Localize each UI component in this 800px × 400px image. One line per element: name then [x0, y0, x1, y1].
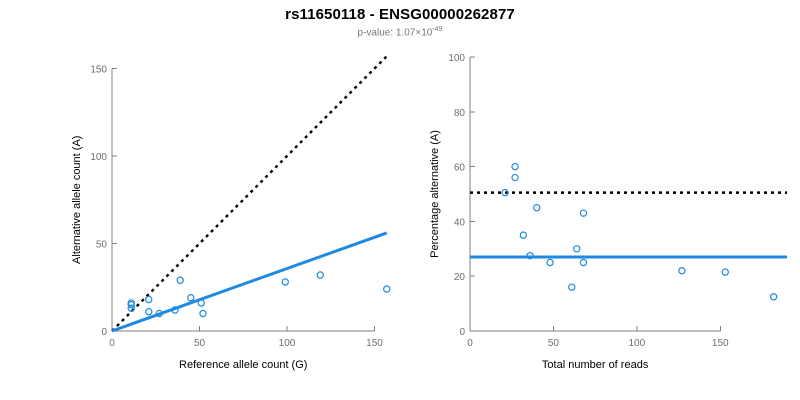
data-point: [526, 251, 534, 260]
x-axis-title: Total number of reads: [542, 359, 649, 371]
data-point: [171, 306, 179, 314]
data-point: [579, 209, 588, 217]
x-tick-label: 100: [628, 338, 645, 349]
data-point: [145, 308, 153, 316]
x-tick-label: 150: [712, 338, 729, 349]
x-tick-label: 50: [194, 338, 206, 349]
y-tick-label: 60: [454, 163, 466, 174]
x-tick-label: 150: [366, 338, 383, 349]
data-point: [176, 276, 184, 284]
data-point: [199, 309, 207, 318]
y-tick-label: 100: [448, 53, 465, 64]
x-tick-label: 0: [467, 338, 473, 349]
data-point: [127, 301, 135, 309]
y-tick-label: 0: [459, 327, 465, 338]
figure-title: rs11650118 - ENSG00000262877: [285, 6, 515, 23]
scatter-panel-left: 0 50 100 150 0 50 100 150 Reference allele count…: [0, 45, 400, 395]
data-point: [511, 173, 519, 182]
right-plot-svg: 0 20 40 60 80 100 0 50 100 150 Total number of rea…: [429, 53, 787, 371]
data-point: [511, 162, 519, 171]
x-tick-label: 0: [109, 338, 115, 349]
y-tick-label: 0: [101, 327, 107, 338]
data-point: [546, 258, 554, 267]
pvalue-exponent: -49: [432, 26, 443, 33]
multiply-sign: ×: [415, 27, 422, 39]
y-axis-title: Alternative allele count (A): [71, 136, 83, 264]
x-tick-label: 50: [548, 338, 560, 349]
pvalue-base: 10: [421, 27, 433, 39]
data-point: [145, 295, 153, 304]
data-point: [533, 203, 541, 212]
left-plot-svg: 0 50 100 150 0 50 100 150 Reference allele count…: [71, 53, 391, 371]
y-tick-label: 100: [90, 152, 107, 163]
figure-header: rs11650118 - ENSG00000262877 p-value: 1.…: [0, 0, 800, 38]
data-point: [769, 293, 778, 301]
data-point: [678, 267, 686, 275]
data-point: [573, 245, 581, 253]
x-tick-label: 100: [279, 338, 296, 349]
data-point: [519, 231, 528, 239]
data-point: [383, 285, 391, 293]
pvalue-mantissa: p-value: 1.07: [357, 27, 416, 39]
x-axis-title: Reference allele count (G): [179, 359, 307, 371]
y-tick-label: 150: [90, 65, 107, 76]
data-point: [187, 294, 195, 302]
data-point: [579, 258, 588, 267]
data-point: [197, 299, 205, 307]
y-tick-label: 80: [454, 108, 466, 119]
data-point: [155, 309, 163, 318]
data-point: [316, 271, 324, 279]
data-point: [127, 304, 135, 312]
y-tick-label: 20: [454, 272, 466, 283]
regression-line: [111, 231, 388, 333]
identity-line: [111, 53, 390, 332]
data-point: [281, 278, 289, 286]
scatter-panel-right: 0 20 40 60 80 100 0 50 100 150 Total number of rea…: [400, 45, 800, 395]
figure-subtitle: p-value: 1.07×10-49: [0, 23, 800, 38]
y-tick-label: 40: [454, 217, 466, 228]
y-axis-title: Percentage alternative (A): [429, 130, 441, 258]
y-tick-label: 50: [96, 240, 108, 251]
data-point: [721, 268, 729, 276]
data-point: [568, 283, 576, 291]
data-point: [501, 188, 509, 197]
